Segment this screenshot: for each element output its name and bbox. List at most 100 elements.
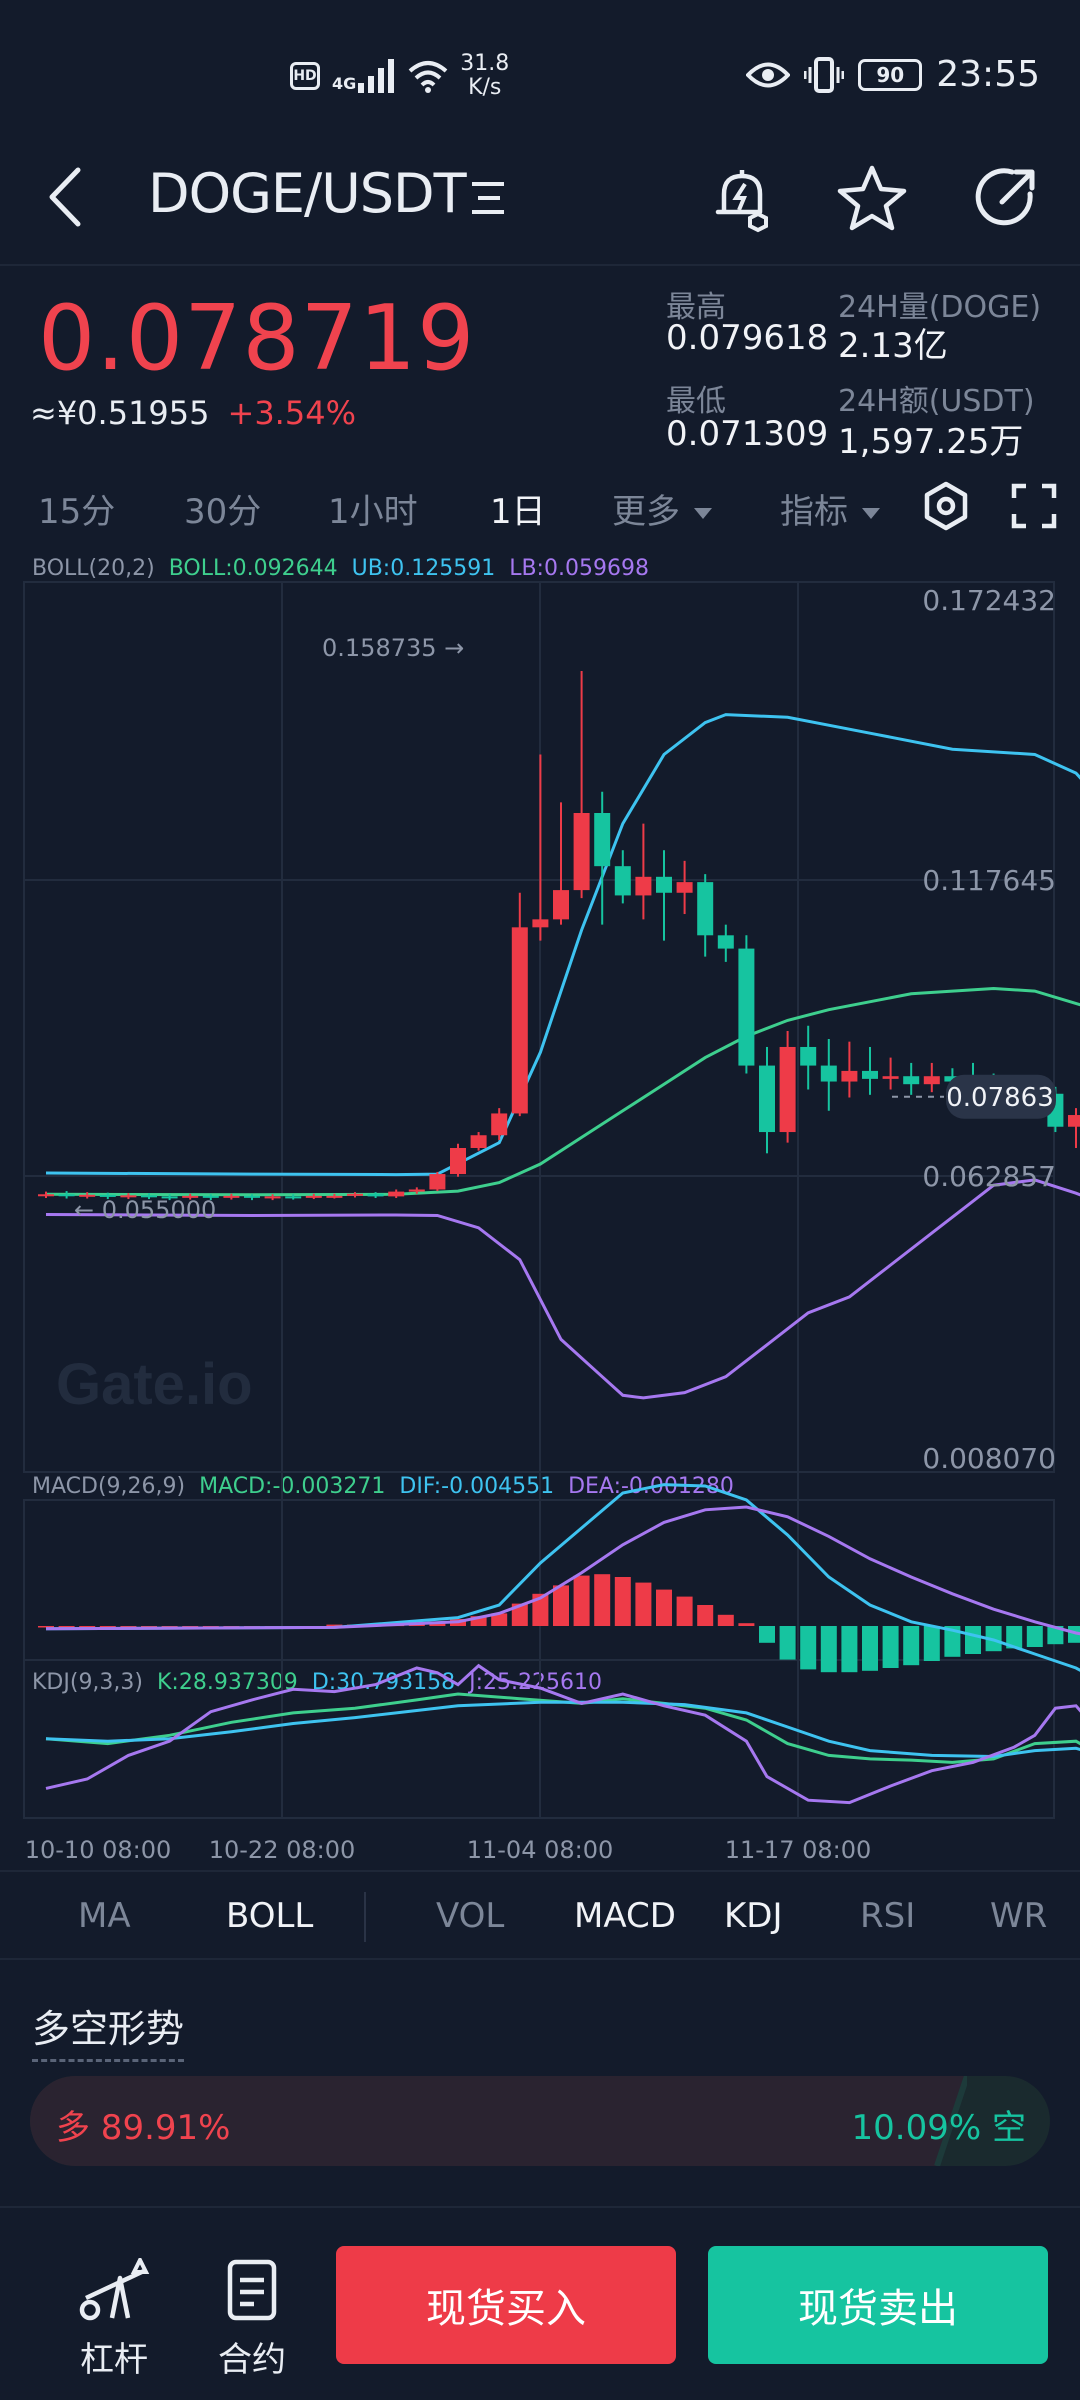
status-left: HD 4G 31.8 K/s <box>290 52 509 100</box>
spot-buy-button[interactable]: 现货买入 <box>336 2246 676 2364</box>
candle-body <box>573 812 590 891</box>
chart-settings-icon[interactable] <box>920 480 972 532</box>
macd-bar <box>944 1626 961 1657</box>
status-bar: HD 4G 31.8 K/s 90 23:55 <box>0 0 1080 160</box>
pair-title[interactable]: DOGE/USDT <box>148 162 467 225</box>
battery-indicator: 90 <box>858 58 923 91</box>
last-price: 0.078719 <box>38 286 476 391</box>
boll-legend: BOLL(20,2) BOLL:0.092644 UB:0.125591 LB:0.0… <box>32 556 663 581</box>
price-alert-icon[interactable] <box>704 160 780 236</box>
macd-bar <box>614 1577 631 1626</box>
macd-bar <box>79 1626 96 1628</box>
low-value: 0.071309 <box>666 414 829 454</box>
kline-chart[interactable]: Gate.io 0.172432 0.117645 0.062857 0.008070… <box>0 0 1080 1870</box>
tab-kdj[interactable]: KDJ <box>724 1896 783 1936</box>
candle-body <box>800 1046 817 1066</box>
boll-legend-mid: BOLL:0.092644 <box>168 556 338 581</box>
macd-bar <box>573 1575 590 1626</box>
max-price-label: 0.158735 → <box>322 634 464 662</box>
bottom-action-bar: 杠杆 合约 现货买入 现货卖出 <box>0 2206 1080 2400</box>
back-arrow-icon[interactable] <box>40 162 100 232</box>
candles <box>38 671 1080 1201</box>
macd-bar <box>738 1623 755 1626</box>
contract-icon[interactable] <box>212 2258 292 2322</box>
candle-body <box>450 1148 466 1175</box>
candle-body <box>305 1195 322 1198</box>
y-tick-label: 0.008070 <box>922 1442 1056 1475</box>
more-dropdown[interactable]: 更多 <box>612 484 712 533</box>
macd-bar <box>965 1626 981 1654</box>
macd-bar <box>779 1626 796 1660</box>
tab-ma[interactable]: MA <box>78 1896 131 1936</box>
candle-body <box>862 1070 878 1079</box>
high-value: 0.079618 <box>666 318 829 358</box>
axis-labels: 0.172432 0.117645 0.062857 0.008070 10-10 08… <box>25 584 1056 1864</box>
candle-body <box>223 1195 240 1198</box>
cny-price: ≈¥0.51955 <box>30 394 210 432</box>
candle-body <box>202 1195 219 1198</box>
y-tick-label: 0.062857 <box>922 1160 1056 1193</box>
tab-vol[interactable]: VOL <box>436 1896 505 1936</box>
candle-body <box>58 1194 75 1197</box>
macd-panel <box>38 1483 1080 1673</box>
indicator-tabs: MA BOLL VOL MACD KDJ RSI WR <box>0 1870 1080 1960</box>
min-price-label: ← 0.055000 <box>74 1196 216 1224</box>
candle-body <box>841 1070 858 1082</box>
candle-body <box>161 1196 178 1199</box>
contract-label[interactable]: 合约 <box>218 2340 286 2380</box>
list-menu-icon[interactable] <box>468 178 508 218</box>
pair-header: DOGE/USDT <box>0 140 1080 266</box>
more-label: 更多 <box>612 492 680 532</box>
candle-body <box>944 1076 961 1082</box>
leverage-icon[interactable] <box>76 2258 156 2322</box>
status-right: 90 23:55 <box>746 54 1040 95</box>
boll-lower-line <box>45 1178 1080 1400</box>
y-tick-label: 0.117645 <box>922 864 1056 897</box>
candle-body <box>676 882 693 893</box>
macd-bar <box>58 1626 75 1628</box>
tab-rsi[interactable]: RSI <box>860 1896 916 1936</box>
candle-body <box>285 1196 302 1199</box>
y-tick-label: 0.172432 <box>922 584 1056 617</box>
boll-bands <box>45 713 1080 1400</box>
tab-1h[interactable]: 1小时 <box>328 492 418 532</box>
tab-1d[interactable]: 1日 <box>490 492 546 532</box>
tab-15m[interactable]: 15分 <box>38 492 116 532</box>
macd-bar <box>923 1626 940 1661</box>
fullscreen-icon[interactable] <box>1010 482 1058 530</box>
candle-body <box>738 948 755 1066</box>
candle-body <box>470 1135 487 1149</box>
last-price-label: 0.07863 <box>946 1083 1054 1113</box>
net-speed-unit: K/s <box>468 75 502 100</box>
tab-wr[interactable]: WR <box>990 1896 1048 1936</box>
candle-body <box>367 1193 384 1197</box>
kdj-d-line <box>45 1700 1080 1759</box>
star-icon[interactable] <box>834 160 910 236</box>
volume-label: 24H量(DOGE) <box>838 290 1042 325</box>
vibrate-icon <box>804 56 845 93</box>
boll-legend-name: BOLL(20,2) <box>32 556 155 581</box>
tab-boll[interactable]: BOLL <box>226 1896 314 1936</box>
candle-body <box>1068 1115 1080 1127</box>
low-label: 最低 <box>666 384 726 419</box>
candle-body <box>779 1046 796 1133</box>
gate-watermark: Gate.io <box>56 1352 253 1417</box>
x-tick-label: 10-10 08:00 <box>25 1836 172 1864</box>
spot-sell-button[interactable]: 现货卖出 <box>708 2246 1048 2364</box>
candle-body <box>903 1076 920 1085</box>
net-speed: 31.8 K/s <box>460 52 509 100</box>
tab-30m[interactable]: 30分 <box>184 492 262 532</box>
candle-body <box>697 882 714 936</box>
leverage-label[interactable]: 杠杆 <box>80 2340 148 2380</box>
candle-body <box>99 1194 116 1197</box>
signal-icon: 4G <box>332 59 396 93</box>
share-icon[interactable] <box>968 160 1044 236</box>
tab-macd[interactable]: MACD <box>574 1896 676 1936</box>
candle-body <box>429 1174 446 1190</box>
macd-dif-line <box>45 1483 1080 1672</box>
long-short-title[interactable]: 多空形势 <box>32 1998 185 2062</box>
x-tick-label: 11-17 08:00 <box>725 1836 872 1864</box>
indicator-dropdown[interactable]: 指标 <box>780 484 880 533</box>
tab-divider <box>364 1892 366 1942</box>
macd-bar <box>800 1626 817 1670</box>
